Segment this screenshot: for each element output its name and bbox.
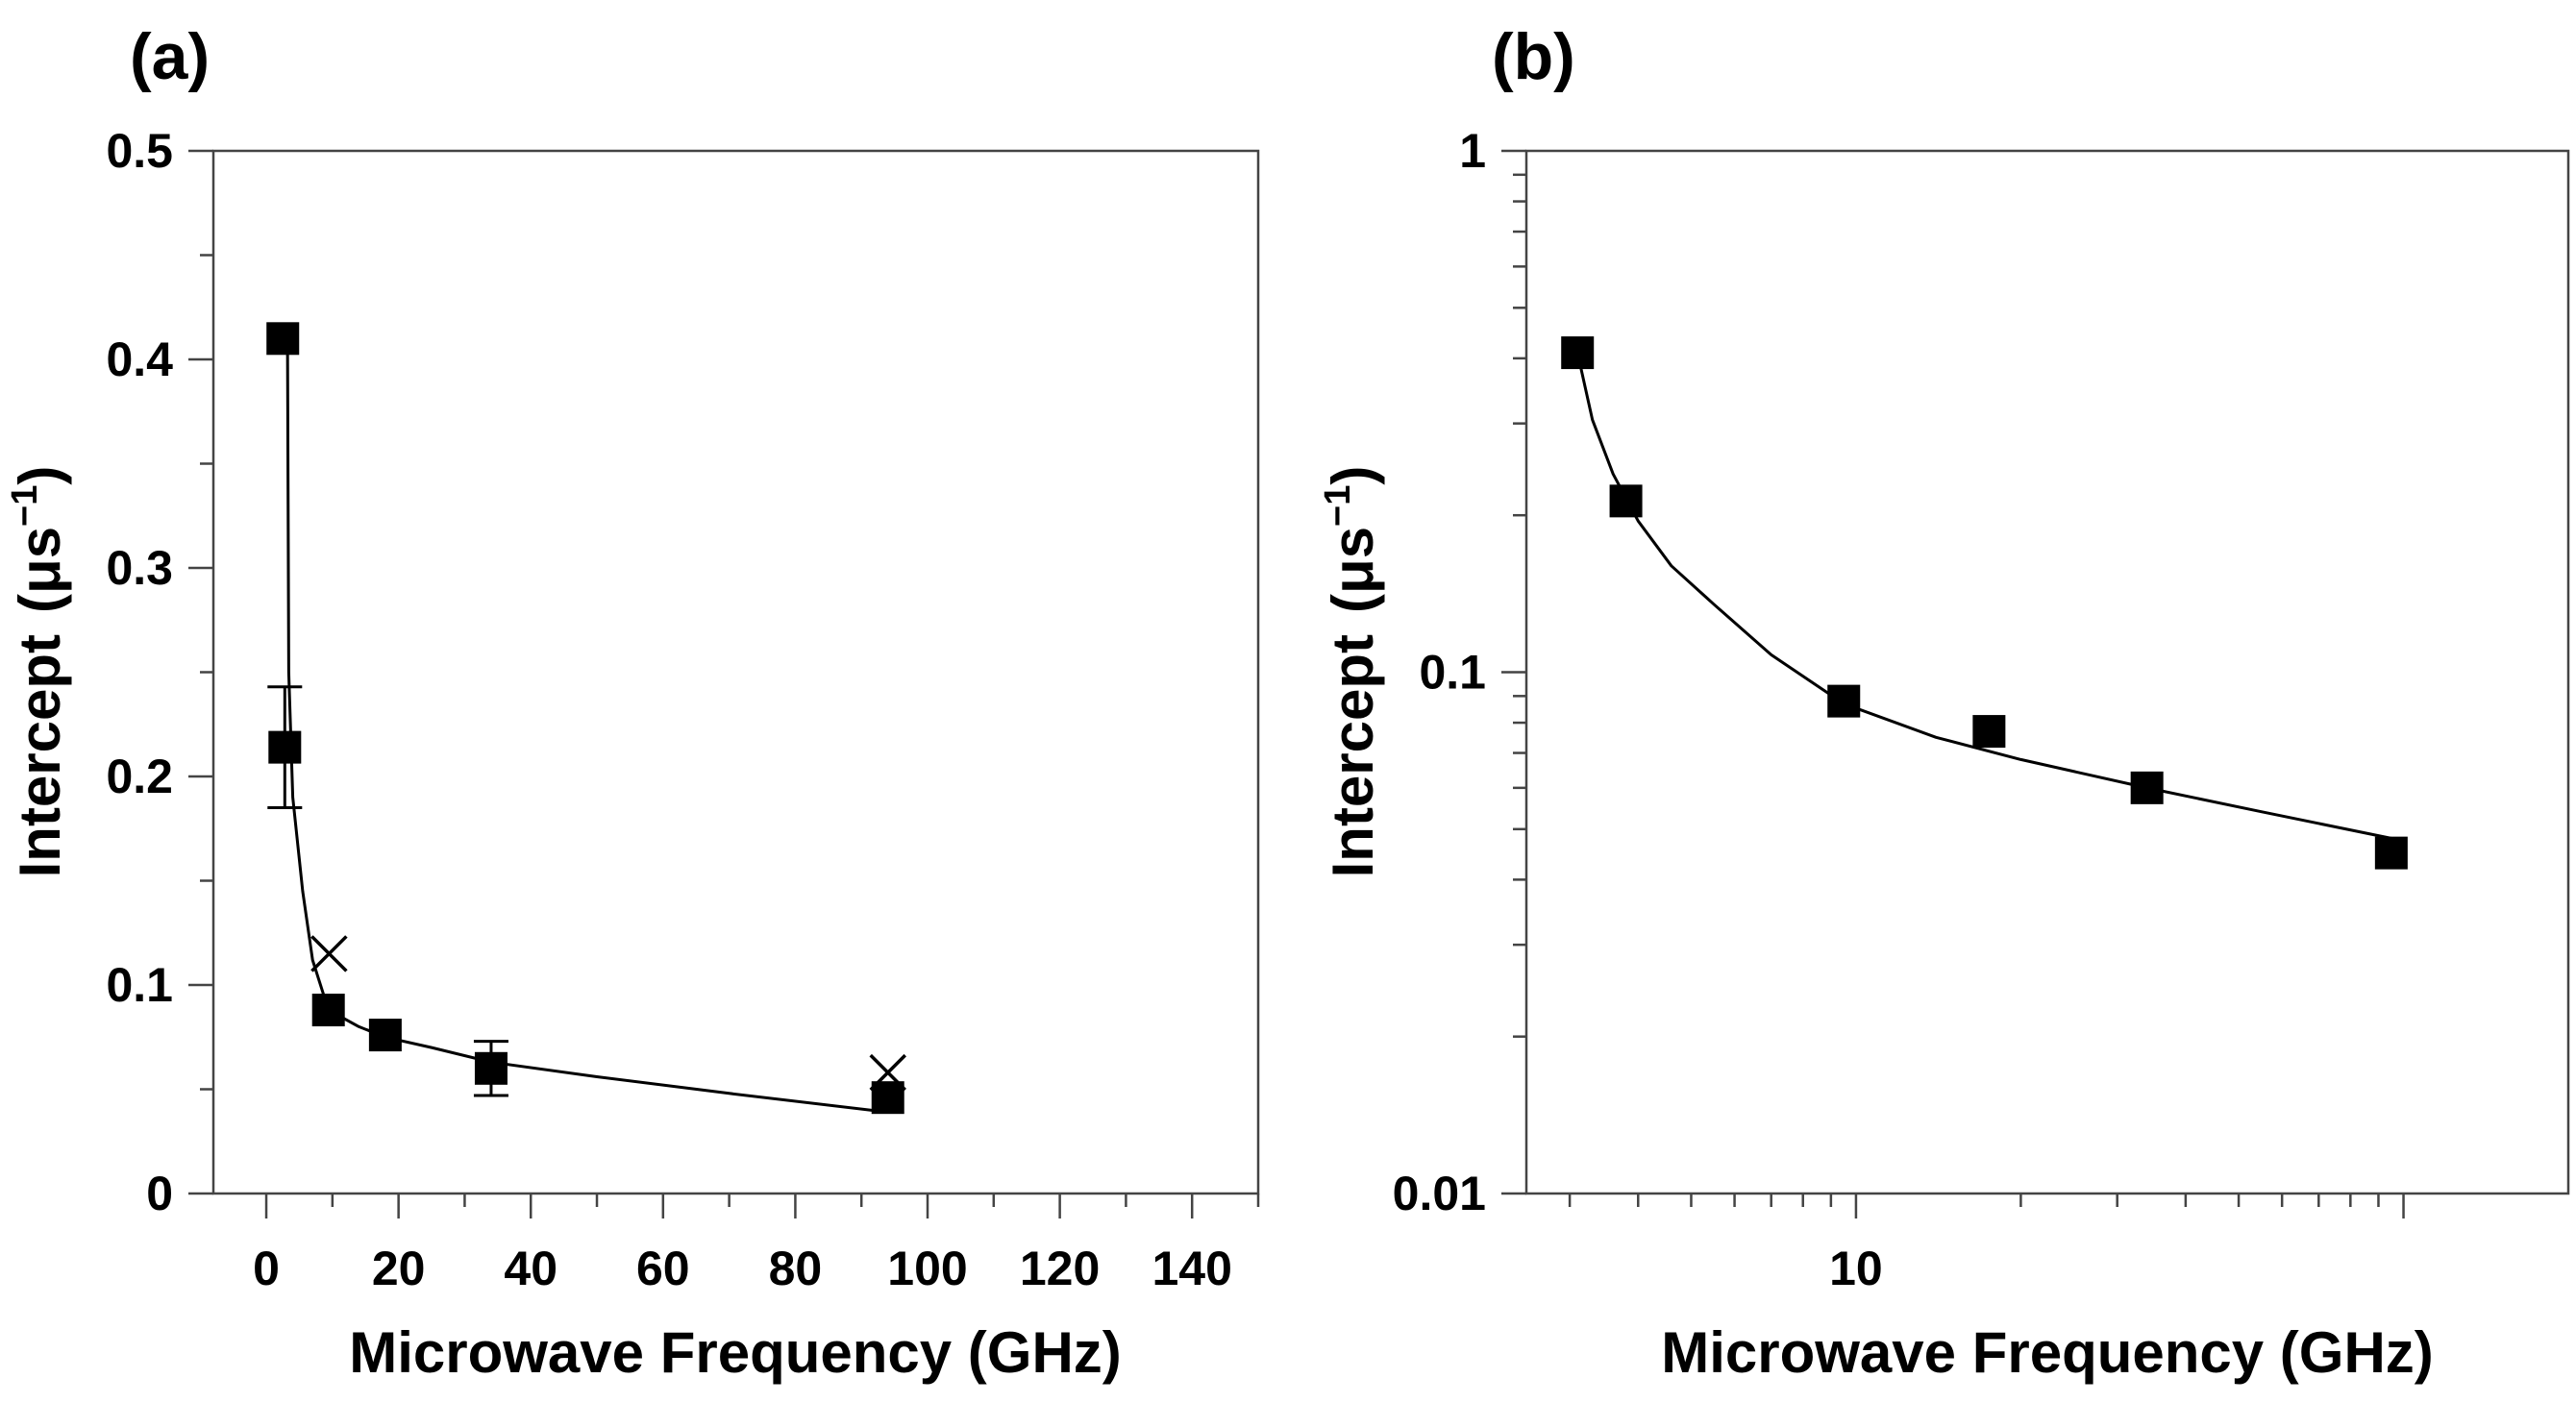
plot-frame-b xyxy=(1524,149,2570,1195)
axes-b: 10 0.01 0.1 1 xyxy=(1393,124,2405,1295)
y-tick-label-a: 0.4 xyxy=(106,332,173,386)
y-axis-title-a: Intercept (μs−1) xyxy=(5,466,72,878)
y-axis-title-b: Intercept (μs−1) xyxy=(1318,466,1385,878)
y-tick-label-a: 0.2 xyxy=(106,750,173,803)
x-tick-label-a: 80 xyxy=(769,1242,823,1295)
data-point-cross-a xyxy=(869,1053,906,1092)
y-axis-title-close-a: ) xyxy=(8,466,72,485)
y-tick-label-a: 0.5 xyxy=(106,124,173,178)
panel-label-b: (b) xyxy=(1492,20,1575,93)
chart-panel-a: (a) 0 20 40 60 80 100 120 140 0 0.1 0.2 0.3 0.4 0.5 M… xyxy=(5,20,1260,1385)
data-point-square-b xyxy=(1827,684,1861,718)
data-point-square-b xyxy=(2374,836,2408,870)
y-axis-title-text-b: Intercept xyxy=(1321,634,1385,877)
data-point-square-a xyxy=(871,1081,904,1115)
cross-stroke-a xyxy=(869,1053,906,1092)
data-point-square-a xyxy=(266,322,300,356)
y-tick-label-a: 0 xyxy=(146,1167,173,1220)
data-point-square-b xyxy=(1972,715,2006,749)
y-tick-label-a: 0.3 xyxy=(106,541,173,595)
x-tick-label-a: 20 xyxy=(372,1242,426,1295)
y-axis-title-close-b: ) xyxy=(1321,466,1385,485)
data-point-square-a xyxy=(268,730,302,764)
series-a xyxy=(266,322,906,1115)
x-tick-label-a: 40 xyxy=(504,1242,557,1295)
x-axis-title-b: Microwave Frequency (GHz) xyxy=(1661,1320,2434,1385)
x-tick-label-a: 0 xyxy=(253,1242,280,1295)
chart-panel-b: (b) 10 0.01 0.1 1 Microwave Frequency (GHz)… xyxy=(1318,20,2570,1385)
data-point-square-b xyxy=(1561,336,1595,370)
y-tick-label-a: 0.1 xyxy=(106,958,173,1012)
x-tick-label-a: 100 xyxy=(887,1242,967,1295)
series-b xyxy=(1561,336,2408,870)
data-point-cross-a xyxy=(310,935,348,972)
y-axis-title-exp-b: −1 xyxy=(1318,485,1358,527)
y-axis-title-unit-b: (μs xyxy=(1321,527,1385,613)
x-tick-label-a: 140 xyxy=(1152,1242,1231,1295)
y-tick-label-b: 0.01 xyxy=(1393,1167,1486,1220)
data-point-square-a xyxy=(311,994,345,1027)
data-point-square-b xyxy=(2130,771,2164,804)
y-tick-label-b: 0.1 xyxy=(1419,646,1486,700)
x-axis-title-a: Microwave Frequency (GHz) xyxy=(349,1320,1122,1385)
x-tick-label-a: 120 xyxy=(1020,1242,1100,1295)
x-tick-label-b: 10 xyxy=(1829,1242,1883,1295)
axes-a: 0 20 40 60 80 100 120 140 0 0.1 0.2 0.3 0.4 0.5 xyxy=(106,124,1260,1295)
x-tick-label-a: 60 xyxy=(636,1242,690,1295)
y-tick-label-b: 1 xyxy=(1459,124,1486,178)
y-axis-title-unit-a: (μs xyxy=(8,527,72,613)
data-point-square-a xyxy=(474,1051,508,1085)
y-axis-title-exp-a: −1 xyxy=(5,485,45,527)
fit-curve-b xyxy=(1575,352,2392,840)
y-axis-title-text-a: Intercept xyxy=(8,634,72,877)
panel-label-a: (a) xyxy=(130,20,210,93)
fit-curve-a xyxy=(285,338,888,1114)
cross-stroke-a xyxy=(310,935,348,972)
data-point-square-b xyxy=(1609,484,1643,518)
data-point-square-a xyxy=(368,1019,402,1052)
